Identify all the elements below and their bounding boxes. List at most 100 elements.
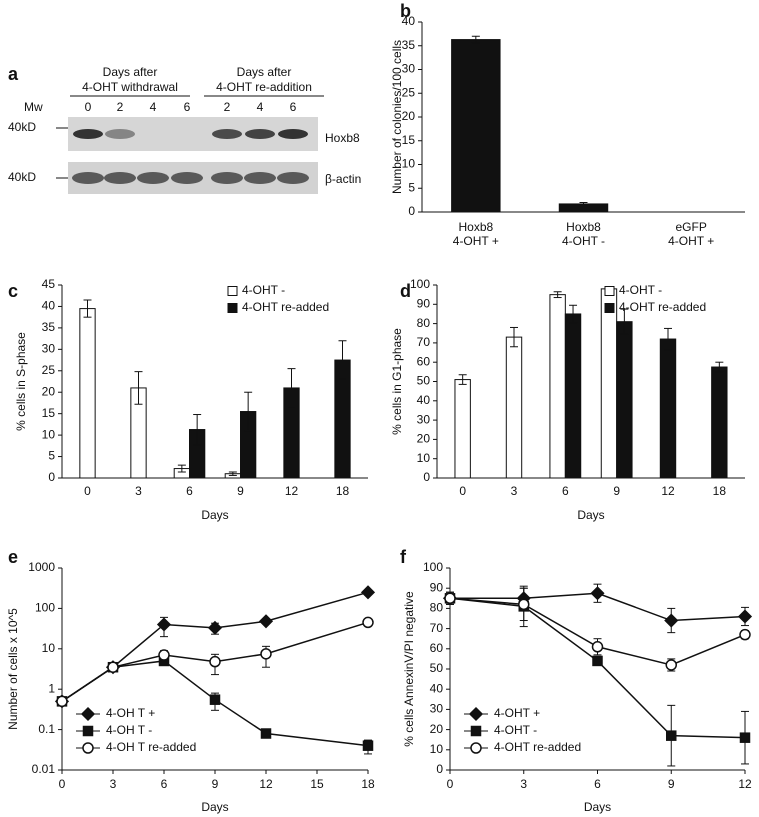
y-tick-label: 10	[430, 742, 444, 756]
x-tick-label: 0	[447, 777, 454, 791]
bar	[600, 288, 618, 479]
y-tick-label: 80	[417, 316, 431, 330]
panel-label: a	[8, 64, 19, 84]
y-tick-label: 10	[402, 157, 416, 171]
y-tick-label: 20	[42, 384, 56, 398]
x-axis-label: Days	[577, 508, 604, 522]
x-tick-label: 4-OHT -	[562, 234, 605, 248]
y-axis-label: % cells in S-phase	[14, 332, 28, 431]
x-tick-label: 6	[161, 777, 168, 791]
marker	[665, 659, 677, 671]
bar	[564, 313, 582, 479]
marker	[158, 649, 170, 661]
y-tick-label: 70	[430, 621, 444, 635]
mw-label: Mw	[24, 100, 43, 114]
legend-label: 4-OHT -	[619, 283, 662, 297]
y-tick-label: 10	[417, 451, 431, 465]
marker	[739, 732, 751, 743]
y-tick-label: 70	[417, 335, 431, 349]
x-axis-label: Days	[201, 800, 228, 814]
lane-label: 6	[290, 100, 297, 114]
x-tick-label: 3	[135, 484, 142, 498]
x-tick-label: 9	[613, 484, 620, 498]
marker	[209, 694, 221, 705]
x-tick-label: 12	[661, 484, 675, 498]
bar	[711, 366, 728, 479]
band	[277, 172, 309, 184]
marker	[107, 661, 119, 673]
legend-label: 4-OH T re-added	[106, 740, 196, 754]
x-tick-label: 6	[562, 484, 569, 498]
row-label: Hoxb8	[325, 131, 360, 145]
marker	[260, 648, 272, 660]
x-tick-label: 12	[285, 484, 299, 498]
marker	[592, 655, 603, 667]
y-tick-label: 30	[402, 62, 416, 76]
x-tick-label: 6	[186, 484, 193, 498]
x-tick-label: 9	[212, 777, 219, 791]
legend-label: 4-OHT +	[494, 706, 540, 720]
lane-label: 4	[257, 100, 264, 114]
band	[104, 172, 136, 184]
y-tick-label: 50	[430, 661, 444, 675]
y-tick-label: 30	[417, 412, 431, 426]
y-tick-label: 40	[417, 393, 431, 407]
x-tick-label: 18	[713, 484, 727, 498]
x-tick-label: 9	[237, 484, 244, 498]
bar	[505, 336, 523, 479]
y-tick-label: 30	[430, 702, 444, 716]
marker	[737, 609, 753, 624]
marker	[591, 641, 604, 653]
lane-label: 4	[150, 100, 157, 114]
y-axis-label: Number of cells x 10^5	[6, 608, 20, 730]
y-tick-label: 60	[430, 641, 444, 655]
y-tick-label: 0	[408, 204, 415, 218]
band	[171, 172, 203, 184]
band	[211, 172, 243, 184]
y-tick-label: 35	[42, 320, 56, 334]
y-tick-label: 0	[48, 470, 55, 484]
marker	[739, 628, 751, 641]
legend-label: 4-OH T -	[106, 723, 152, 737]
panel-label: f	[400, 547, 407, 567]
lane-label: 6	[184, 100, 191, 114]
marker	[468, 706, 484, 722]
x-tick-label: 3	[511, 484, 518, 498]
band	[278, 129, 308, 139]
marker	[82, 742, 94, 754]
y-tick-label: 0	[436, 762, 443, 776]
lane-label: 2	[117, 100, 124, 114]
marker	[260, 728, 272, 739]
lane-label: 0	[85, 100, 92, 114]
x-tick-label: 15	[310, 777, 324, 791]
y-tick-label: 5	[48, 449, 55, 463]
y-tick-label: 10	[42, 641, 56, 655]
bar	[549, 294, 566, 479]
legend-label: 4-OH T +	[106, 706, 155, 720]
series-line	[61, 621, 369, 702]
legend-label: 4-OHT -	[494, 723, 537, 737]
panel-label: c	[8, 281, 18, 301]
y-axis-label: Number of colonies/100 cells	[390, 40, 404, 194]
x-tick-label: 18	[336, 484, 350, 498]
legend-label: 4-OHT re-added	[494, 740, 581, 754]
x-tick-label: 4-OHT +	[668, 234, 714, 248]
band	[72, 172, 104, 184]
y-tick-label: 15	[402, 133, 416, 147]
y-tick-label: 25	[42, 363, 56, 377]
x-tick-label: 4-OHT +	[453, 234, 499, 248]
marker	[209, 655, 221, 668]
legend-label: 4-OHT re-added	[242, 300, 329, 314]
group-title: 4-OHT re-addition	[216, 80, 312, 94]
y-tick-label: 45	[42, 277, 56, 291]
x-axis-label: Days	[584, 800, 611, 814]
marker	[156, 617, 172, 632]
y-tick-label: 80	[430, 601, 444, 615]
marker	[444, 592, 456, 605]
y-tick-label: 20	[402, 109, 416, 123]
y-tick-label: 10	[42, 427, 56, 441]
row-label: β-actin	[325, 172, 361, 186]
y-tick-label: 100	[423, 560, 443, 574]
marker	[82, 725, 94, 737]
